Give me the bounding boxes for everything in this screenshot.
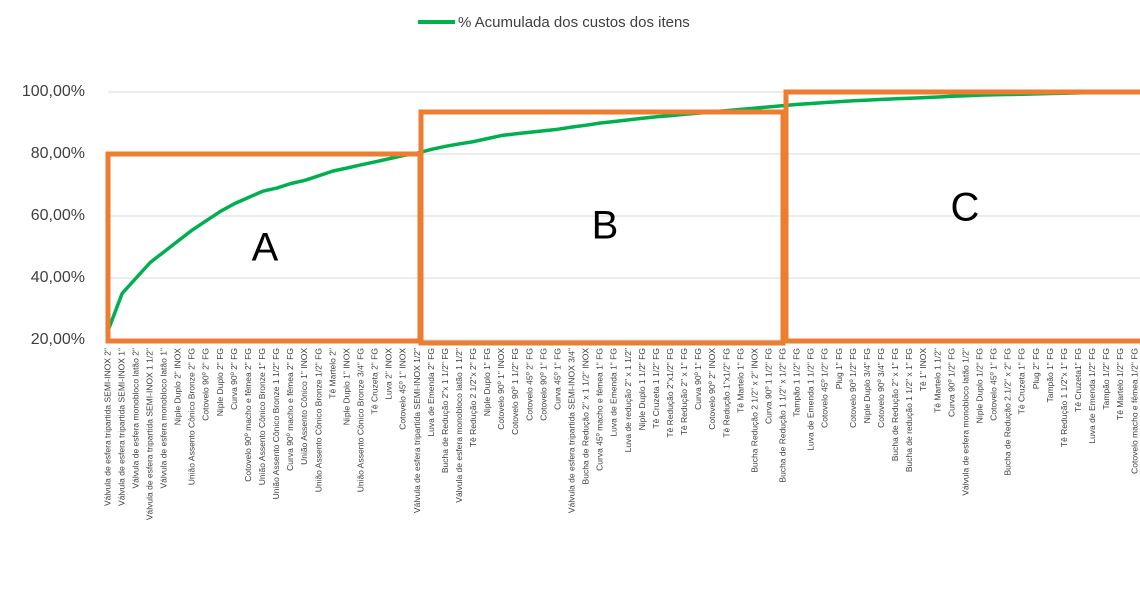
line bbox=[106, 90, 1136, 332]
x-tick-label: Tê Martelo 1" FG bbox=[735, 348, 745, 413]
x-tick-label: Plug 1" FG bbox=[834, 348, 844, 389]
x-tick-label: Válvula de esfera tripartida SEMI-INOX 1… bbox=[412, 348, 422, 513]
x-tick-label: Tê Redução 2" x 1" FG bbox=[679, 348, 689, 435]
x-tick-label: Bucha de Redução 2.1/2" x 2" FG bbox=[1003, 348, 1013, 475]
x-tick-label: Bucha Redução 2 1/2" x 2" INOX bbox=[749, 348, 759, 473]
y-tick-label: 80,00% bbox=[31, 145, 85, 162]
x-tick-label: Tê Redução 1 1/2"x 1" FG bbox=[1059, 348, 1069, 447]
x-tick-label: Tê Martelo 1 1/2" bbox=[932, 348, 942, 413]
y-tick-label: 20,00% bbox=[31, 331, 85, 348]
x-tick-label: União Assento Cônico Bronze 2" FG bbox=[187, 348, 197, 485]
x-tick-label: Tê Martelo 2" bbox=[327, 348, 337, 399]
x-tick-label: Niple Duplo 3/4" FG bbox=[862, 348, 872, 423]
x-tick-label: Tê Redução 1"x1/2" FG bbox=[721, 348, 731, 438]
x-tick-label: Niple Duplo 2" FG bbox=[215, 348, 225, 416]
x-tick-label: Cotovelo 90º macho e fêmea 2" FG bbox=[243, 348, 253, 482]
x-tick-label: Válvula de esfera tripartida SEMI-INOX 3… bbox=[567, 348, 577, 513]
x-tick-label: Niple Duplo 1/2" FG bbox=[974, 348, 984, 423]
x-tick-label: Cotovelo 90º 2" FG bbox=[201, 348, 211, 421]
x-tick-label: Tê Redução 2"x1/2" FG bbox=[665, 348, 675, 438]
x-tick-label: União Assento Cônico Bronze 3/4" FG bbox=[355, 348, 365, 492]
plot bbox=[106, 90, 1136, 332]
x-tick-label: Cotovelo 45º 1" FG bbox=[989, 348, 999, 421]
x-tick-label: Cotovelo 90º 1 1/2" FG bbox=[510, 348, 520, 435]
x-tick-label: União Assento Cônico 1" INOX bbox=[299, 348, 309, 465]
x-tick-label: Tampão 1" FG bbox=[1045, 348, 1055, 403]
legend-label: % Acumulada dos custos dos itens bbox=[458, 14, 690, 31]
x-tick-label: Tê Redução 2 1/2"x 2" FG bbox=[468, 348, 478, 447]
x-tick-label: União Assento Cônico Bronze 1 1/2" FG bbox=[271, 348, 281, 499]
x-tick-label: Tê Cruzeta 2" FG bbox=[370, 348, 380, 414]
x-tick-label: Tê 1" INOX bbox=[918, 348, 928, 391]
box-c bbox=[783, 89, 1140, 344]
x-tick-label: Niple Duplo 2" INOX bbox=[173, 348, 183, 426]
x-tick-label: Cotovelo 90º 1" FG bbox=[538, 348, 548, 421]
x-tick-label: Tampão 1 1/2" FG bbox=[792, 348, 802, 417]
x-tick-label: Tê Cruzeta1" FG bbox=[1073, 348, 1083, 412]
x-tick-label: Válvula de esfera monobloco latão 1/2" bbox=[960, 348, 970, 496]
x-tick-label: Cotovelo 90º 1" INOX bbox=[496, 348, 506, 430]
x-tick-label: Cotovelo 45º 2" FG bbox=[524, 348, 534, 421]
x-tick-label: Cotovelo 90º 1/2" FG bbox=[848, 348, 858, 428]
x-tick-label: Curva 90º 1" FG bbox=[693, 348, 703, 410]
x-tick-label: Plug 2" FG bbox=[1031, 348, 1041, 389]
y-tick-label: 40,00% bbox=[31, 269, 85, 286]
annotation: B bbox=[592, 204, 619, 248]
x-tick-label: Bucha de redução 1 1/2" x 1" FG bbox=[904, 348, 914, 472]
x-tick-label: Válvula de esfera tripartida SEMI-INOX 1… bbox=[144, 348, 154, 520]
y-tick-label: 100,00% bbox=[22, 83, 85, 100]
x-tick-label: Bucha de Redução 2"x 1 1/2" FG bbox=[440, 348, 450, 473]
x-tick-label: Luva de Emenda 2" FG bbox=[426, 348, 436, 437]
x-tick-label: Bucha de Redução 2" x 1 1/2" INOX bbox=[581, 348, 591, 485]
annotation: C bbox=[951, 186, 980, 230]
x-tick-label: Cotovelo 90º 3/4" FG bbox=[876, 348, 886, 428]
x-tick-label: Válvula de esfera monobloco latão 2" bbox=[130, 348, 140, 489]
x-tick-label: Tê Cruzeta 1 1/2" FG bbox=[651, 348, 661, 429]
x-tick-label: Tê Cruzeta 1" FG bbox=[1017, 348, 1027, 414]
x-tick-label: Luva de redução 2" x 1 1/2" bbox=[623, 348, 633, 452]
x-tick-label: Válvula de esfera tripartida SEMI-INOX 2… bbox=[102, 348, 112, 506]
x-tick-label: Luva de Emenda 1 1/2" FG bbox=[806, 348, 816, 451]
x-tick-label: Tê Martelo 1/2" FG bbox=[1115, 348, 1125, 420]
x-tick-label: Luva 2" INOX bbox=[384, 348, 394, 400]
box-b bbox=[418, 109, 786, 346]
x-tick-label: Cotovelo macho e fêmea 1/2" FG bbox=[1129, 348, 1139, 474]
x-tick-label: Niple Duplo 1" FG bbox=[482, 348, 492, 416]
x-tick-label: Cotovelo 45º 1" INOX bbox=[398, 348, 408, 430]
x-tick-label: Curva 45º macho e fêmea 1" FG bbox=[595, 348, 605, 471]
x-tick-label: Válvula de esfera monobloco latão 1" bbox=[159, 348, 169, 489]
x-tick-label: Niple Duplo 1 1/2" FG bbox=[637, 348, 647, 430]
y-tick-label: 60,00% bbox=[31, 207, 85, 224]
x-tick-label: Tampão 1/2" FG bbox=[1101, 348, 1111, 410]
x-tick-label: Curva 90º 1/2" FG bbox=[946, 348, 956, 417]
x-tick-label: Cotovelo 45º 1/2" FG bbox=[820, 348, 830, 428]
x-tick-label: União Assento Cônico Bronze 1/2" FG bbox=[313, 348, 323, 492]
x-tick-label: Válvula de esfera tripartida SEMI-INOX 1… bbox=[116, 348, 126, 506]
x-tick-label: Niple Duplo 1" INOX bbox=[341, 348, 351, 426]
x-tick-label: União Assento Cônico Bronze 1" FG bbox=[257, 348, 267, 485]
x-tick-label: Curva 90º 2" FG bbox=[229, 348, 239, 410]
x-tick-label: Cotovelo 90º 2" INOX bbox=[707, 348, 717, 430]
x-tick-label: Luva de Emenda 1/2" FG bbox=[1087, 348, 1097, 444]
x-tick-label: Curva 90º 1 1/2" FG bbox=[763, 348, 773, 424]
x-tick-label: Curva 90º macho e fêmea 2" FG bbox=[285, 348, 295, 471]
x-tick-label: Curva 45º 1" FG bbox=[552, 348, 562, 410]
x-tick-label: Bucha de Redução 1 1/2" x 1/2" FG bbox=[778, 348, 788, 483]
annotation: A bbox=[252, 226, 279, 270]
x-tick-label: Válvula de esfera monobloco latão 1 1/2" bbox=[454, 348, 464, 503]
x-tick-label: Luva de Emenda 1" FG bbox=[609, 348, 619, 437]
x-tick-label: Bucha de Redução 2" x 1" FG bbox=[890, 348, 900, 461]
